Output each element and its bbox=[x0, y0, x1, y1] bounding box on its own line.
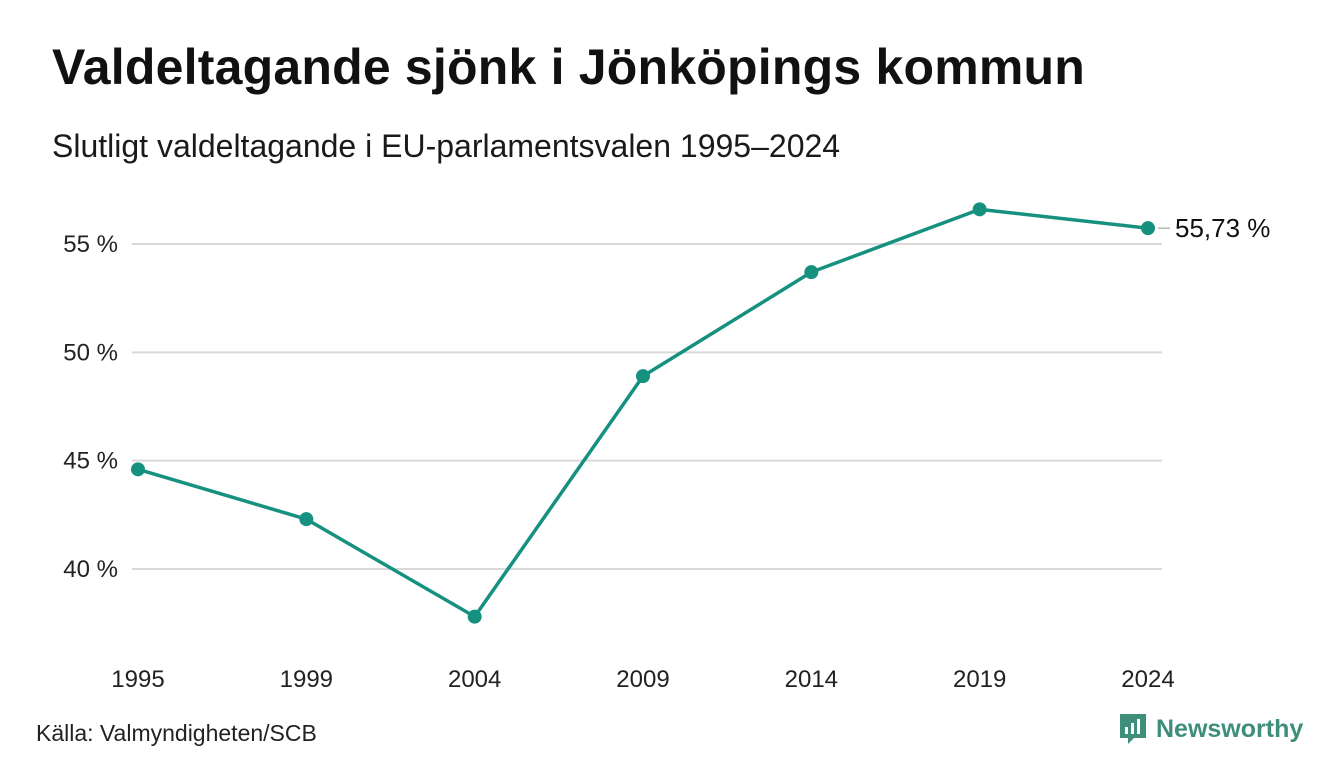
x-axis-ticks: 1995 1999 2004 2009 2014 2019 2024 bbox=[111, 666, 1174, 693]
y-tick-label: 45 % bbox=[63, 448, 118, 475]
source-note: Källa: Valmyndigheten/SCB bbox=[36, 720, 317, 746]
y-axis-ticks: 40 % 45 % 50 % 55 % bbox=[63, 231, 118, 583]
data-point-2014 bbox=[804, 265, 819, 280]
chart-subtitle: Slutligt valdeltagande i EU-parlamentsva… bbox=[52, 128, 841, 164]
x-tick-label: 2004 bbox=[448, 666, 501, 693]
brand-name: Newsworthy bbox=[1156, 714, 1304, 743]
x-tick-label: 2009 bbox=[616, 666, 669, 693]
data-point-1995 bbox=[131, 462, 145, 477]
x-tick-label: 1995 bbox=[111, 666, 164, 693]
end-label-layer: 55,73 % bbox=[1158, 213, 1270, 243]
grid-layer bbox=[132, 243, 1162, 570]
series-line bbox=[136, 207, 1150, 619]
brand[interactable]: Newsworthy bbox=[1118, 712, 1303, 746]
y-tick-label: 40 % bbox=[63, 556, 118, 583]
points-layer bbox=[131, 202, 1155, 624]
newsworthy-logo-icon bbox=[1120, 714, 1146, 744]
end-value-label: 55,73 % bbox=[1175, 213, 1270, 243]
data-point-2024 bbox=[1141, 221, 1155, 236]
data-point-2009 bbox=[636, 369, 650, 384]
x-tick-label: 2014 bbox=[785, 666, 838, 693]
data-point-2004 bbox=[467, 609, 482, 624]
y-tick-label: 50 % bbox=[63, 339, 118, 366]
data-point-1999 bbox=[299, 512, 314, 527]
chart-title: Valdeltagande sjönk i Jönköpings kommun bbox=[52, 39, 1085, 95]
y-tick-label: 55 % bbox=[63, 231, 118, 258]
data-point-2019 bbox=[972, 202, 987, 217]
x-tick-label: 1999 bbox=[280, 666, 333, 693]
series-layer bbox=[136, 207, 1150, 619]
x-tick-label: 2024 bbox=[1121, 666, 1174, 693]
x-tick-label: 2019 bbox=[953, 666, 1006, 693]
